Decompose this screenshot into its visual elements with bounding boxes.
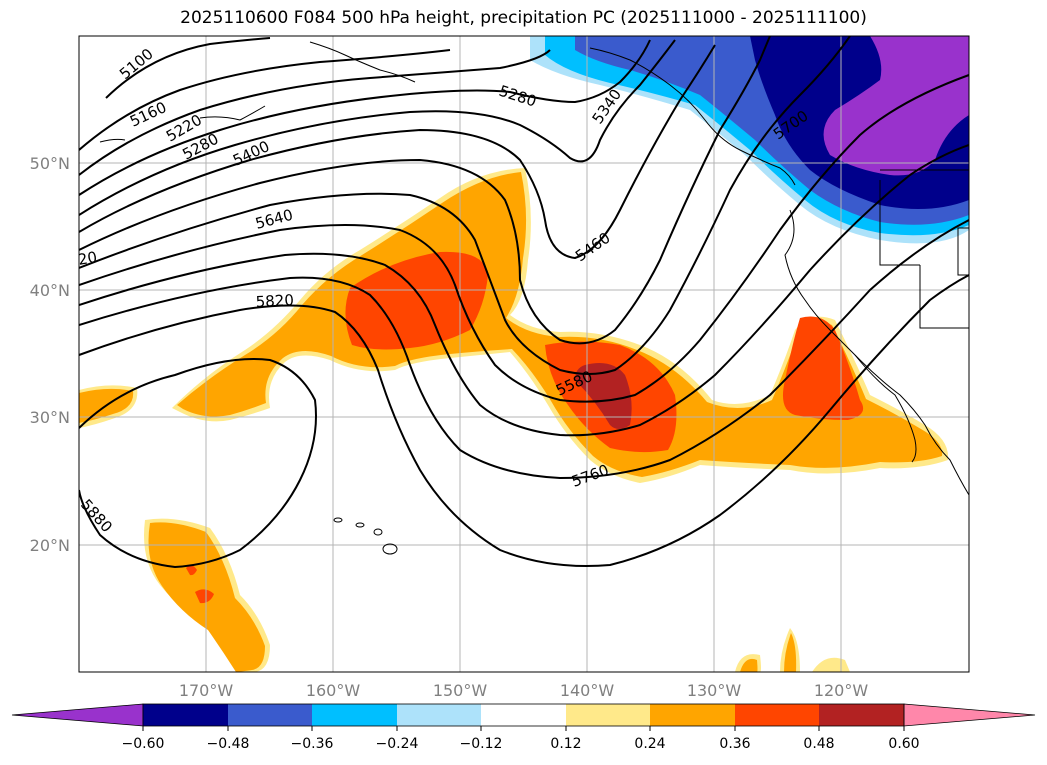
lat-label: 30°N	[30, 408, 70, 427]
colorbar-segment	[228, 704, 312, 726]
lat-label: 20°N	[30, 536, 70, 555]
chart-title: 2025110600 F084 500 hPa height, precipit…	[180, 8, 867, 28]
colorbar-tick-label: −0.36	[291, 736, 334, 752]
colorbar-tick-label: −0.60	[122, 736, 165, 752]
lat-labels: 50°N 40°N 30°N 20°N	[30, 154, 70, 555]
colorbar-tick-label: 0.48	[803, 736, 834, 752]
pos-anomaly-darkred	[575, 362, 632, 429]
lon-label: 120°W	[814, 681, 869, 700]
colorbar-segment	[566, 704, 650, 726]
lon-label: 160°W	[306, 681, 361, 700]
lat-label: 40°N	[30, 281, 70, 300]
colorbar-tick-label: 0.36	[719, 736, 750, 752]
colorbar-segment	[143, 704, 228, 726]
colorbar-segment	[11, 703, 144, 727]
colorbar-tick-label: 0.24	[634, 736, 665, 752]
colorbar-ticks	[142, 726, 905, 731]
colorbar-segment	[903, 703, 1036, 727]
hawaii-islands	[333, 517, 398, 555]
lon-label: 130°W	[687, 681, 742, 700]
map-panel: 5100 5160 5220 5280 5400 5640 5820 20 58…	[77, 36, 969, 672]
colorbar-tick-label: 0.60	[888, 736, 919, 752]
colorbar-tick-label: −0.12	[460, 736, 503, 752]
colorbar-segment	[819, 704, 904, 726]
colorbar-segment	[397, 704, 481, 726]
colorbar: −0.60 −0.48 −0.36 −0.24 −0.12 0.12 0.24 …	[11, 703, 1036, 752]
colorbar-tick-label: −0.24	[376, 736, 419, 752]
colorbar-segment	[312, 704, 397, 726]
graticule	[79, 36, 969, 672]
map-frame	[78, 35, 970, 673]
colorbar-segment	[481, 704, 566, 726]
colorbar-tick-label: −0.48	[207, 736, 250, 752]
height-contours	[79, 36, 969, 569]
lat-label: 50°N	[30, 154, 70, 173]
lon-label: 140°W	[560, 681, 615, 700]
contour-label: 5820	[255, 291, 294, 311]
colorbar-segment	[650, 704, 735, 726]
colorbar-tick-label: 0.12	[550, 736, 581, 752]
neg-anomaly-purple	[823, 36, 969, 176]
lon-label: 170°W	[179, 681, 234, 700]
lon-label: 150°W	[433, 681, 488, 700]
colorbar-segment	[735, 704, 819, 726]
lon-labels: 170°W 160°W 150°W 140°W 130°W 120°W	[179, 681, 869, 700]
contour-label: 20	[77, 248, 99, 269]
